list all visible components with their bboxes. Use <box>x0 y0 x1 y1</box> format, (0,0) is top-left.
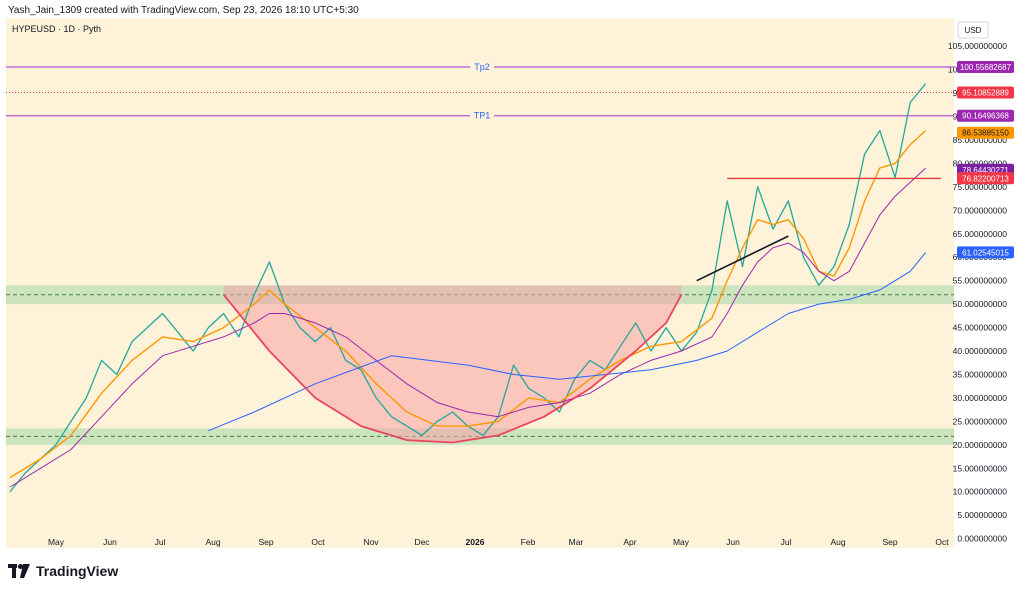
x-tick-label: Aug <box>205 537 220 547</box>
x-tick-label: Aug <box>830 537 845 547</box>
series-ema-mid <box>9 167 926 488</box>
price-tag-box <box>957 109 1014 122</box>
price-tag-box <box>957 60 1014 73</box>
price-tag-label: 76.82200713 <box>962 174 1009 183</box>
x-tick-label: Nov <box>363 537 379 547</box>
price-tag-label: 95.10852889 <box>962 89 1009 98</box>
symbol-title: HYPEUSD · 1D · Pyth <box>12 24 101 34</box>
x-tick-label: Jun <box>103 537 117 547</box>
x-tick-label: Mar <box>569 537 584 547</box>
price-tag-label: 61.02545015 <box>962 248 1009 257</box>
x-tick-label: 2026 <box>466 537 485 547</box>
y-tick-label: 55.000000000 <box>953 276 1008 286</box>
series-trendline <box>696 235 789 282</box>
x-tick-label: Sep <box>882 537 897 547</box>
y-tick-label: 80.000000000 <box>953 158 1008 168</box>
rounding-bottom-fill <box>223 285 682 443</box>
x-tick-label: Jun <box>726 537 740 547</box>
target-levels: Tp2 TP1 <box>6 60 954 122</box>
price-tag-label: 90.16496368 <box>962 112 1009 121</box>
price-tag-box <box>957 126 1014 139</box>
price-tag-box <box>957 86 1014 99</box>
y-tick-label: 25.000000000 <box>953 416 1008 426</box>
y-tick-label: 85.000000000 <box>953 135 1008 145</box>
x-tick-label: Sep <box>258 537 273 547</box>
chart-series <box>9 83 941 493</box>
x-tick-label: May <box>48 537 65 547</box>
target-level-label-bg <box>470 60 494 73</box>
x-tick-label: Jul <box>781 537 792 547</box>
y-tick-label: 75.000000000 <box>953 182 1008 192</box>
x-tick-label: Feb <box>521 537 536 547</box>
currency-button-label[interactable]: USD <box>965 26 982 35</box>
price-tag-label: 86.53885150 <box>962 129 1009 138</box>
y-tick-label: 15.000000000 <box>953 463 1008 473</box>
x-tick-label: Oct <box>311 537 325 547</box>
price-tag-label: 78.64430271 <box>962 166 1009 175</box>
tradingview-logo-icon <box>8 564 30 578</box>
target-level-label-bg <box>470 109 494 122</box>
target-level-label: Tp2 <box>474 62 490 72</box>
y-tick-label: 10.000000000 <box>953 487 1008 497</box>
x-tick-label: Oct <box>935 537 949 547</box>
x-tick-label: Jul <box>155 537 166 547</box>
series-rounding-bottom <box>222 294 683 444</box>
y-tick-label: 45.000000000 <box>953 323 1008 333</box>
y-tick-label: 20.000000000 <box>953 440 1008 450</box>
x-tick-label: May <box>673 537 690 547</box>
price-tag-box <box>957 172 1014 185</box>
x-tick-label: Apr <box>623 537 636 547</box>
currency-button[interactable]: USD <box>957 21 989 39</box>
y-tick-label: 30.000000000 <box>953 393 1008 403</box>
brand-logo: TradingView <box>8 563 118 579</box>
currency-button-frame <box>957 21 989 39</box>
price-tag-box <box>957 246 1014 259</box>
price-tags: 100.55682687 95.10852889 90.16496368 86.538… <box>957 60 1014 259</box>
y-tick-label: 70.000000000 <box>953 205 1008 215</box>
y-tick-label: 35.000000000 <box>953 369 1008 379</box>
support-zones <box>6 285 954 445</box>
y-tick-label: 105.000000000 <box>948 41 1007 51</box>
price-tag-label: 100.55682687 <box>960 63 1012 72</box>
y-tick-label: 0.000000000 <box>957 534 1007 544</box>
time-axis: May Jun Jul Aug Sep Oct Nov Dec 2026 Feb Mar Apr May… <box>48 537 949 547</box>
y-tick-label: 40.000000000 <box>953 346 1008 356</box>
target-level-label: TP1 <box>474 111 491 121</box>
x-tick-label: Dec <box>414 537 430 547</box>
chart-background <box>6 18 954 548</box>
y-tick-label: 65.000000000 <box>953 229 1008 239</box>
chart-credit: Yash_Jain_1309 created with TradingView.… <box>8 5 359 16</box>
brand-name: TradingView <box>36 563 119 579</box>
y-tick-label: 50.000000000 <box>953 299 1008 309</box>
series-sma-long <box>208 252 926 432</box>
y-tick-label: 5.000000000 <box>957 510 1007 520</box>
